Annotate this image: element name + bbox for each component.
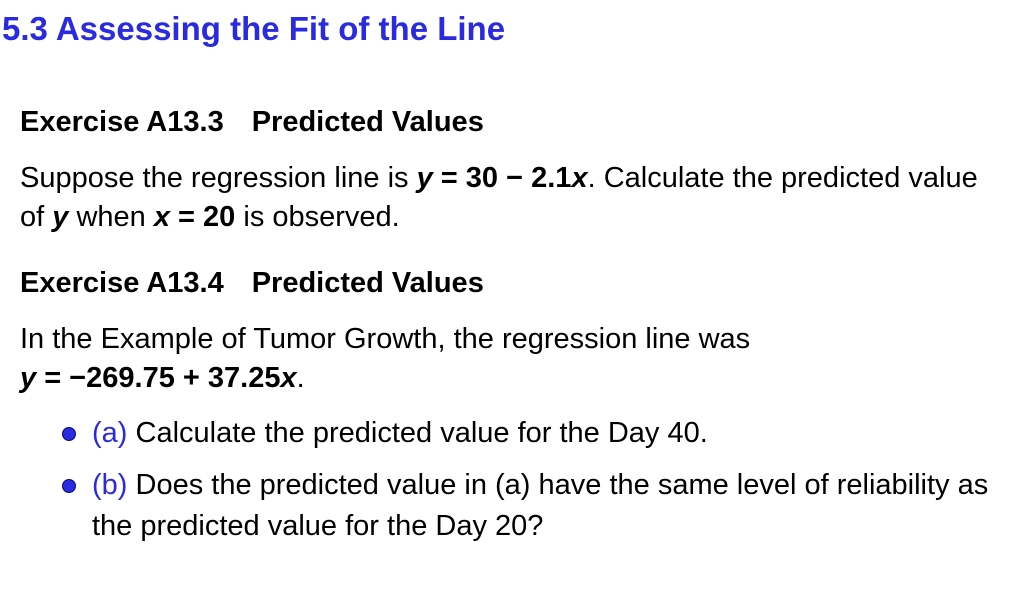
math-equals: = — [36, 362, 69, 394]
exercise-a13-4: Exercise A13.4 Predicted Values In the Ex… — [2, 267, 1024, 546]
list-item: (a) Calculate the predicted value for th… — [62, 413, 1008, 454]
part-text: Calculate the predicted value for the Da… — [127, 417, 707, 449]
math-30: 30 — [466, 162, 498, 194]
math-y: y — [417, 162, 433, 194]
exercise-parts: (a) Calculate the predicted value for th… — [20, 413, 1008, 547]
text: Suppose the regression line is — [20, 162, 417, 194]
math-x: x — [280, 362, 296, 394]
exercise-body: Suppose the regression line is y = 30 − … — [20, 159, 1008, 237]
math-y: y — [52, 201, 68, 233]
math-20: 20 — [203, 201, 235, 233]
exercise-title: Predicted Values — [252, 106, 484, 138]
math-plus: + — [175, 362, 208, 394]
text: when — [68, 201, 153, 233]
math-x: x — [154, 201, 170, 233]
part-label-a: (a) — [92, 417, 127, 449]
math-y: y — [20, 362, 36, 394]
exercise-number: Exercise A13.4 — [20, 267, 224, 299]
exercise-a13-3: Exercise A13.3 Predicted Values Suppose t… — [2, 106, 1024, 237]
text: is observed. — [235, 201, 399, 233]
list-item: (b) Does the predicted value in (a) have… — [62, 465, 1008, 546]
section-number: 5.3 — [2, 10, 48, 47]
exercise-heading: Exercise A13.4 Predicted Values — [20, 267, 1008, 300]
section-title-text: Assessing the Fit of the Line — [56, 10, 505, 47]
math-neg269: −269.75 — [69, 362, 175, 394]
math-equals: = — [433, 162, 466, 194]
part-text: Does the predicted value in (a) have the… — [92, 469, 988, 542]
math-37p25: 37.25 — [208, 362, 281, 394]
math-equals: = — [170, 201, 203, 233]
math-x: x — [571, 162, 587, 194]
exercise-body: In the Example of Tumor Growth, the regr… — [20, 320, 1008, 398]
section-title: 5.3 Assessing the Fit of the Line — [2, 10, 1024, 48]
math-2p1: 2.1 — [531, 162, 571, 194]
exercise-number: Exercise A13.3 — [20, 106, 224, 138]
page: 5.3 Assessing the Fit of the Line Exerci… — [0, 0, 1024, 546]
math-minus: − — [498, 162, 531, 194]
text: In the Example of Tumor Growth, the regr… — [20, 323, 750, 355]
exercise-title: Predicted Values — [252, 267, 484, 299]
part-label-b: (b) — [92, 469, 127, 501]
text: . — [297, 362, 305, 394]
exercise-heading: Exercise A13.3 Predicted Values — [20, 106, 1008, 139]
